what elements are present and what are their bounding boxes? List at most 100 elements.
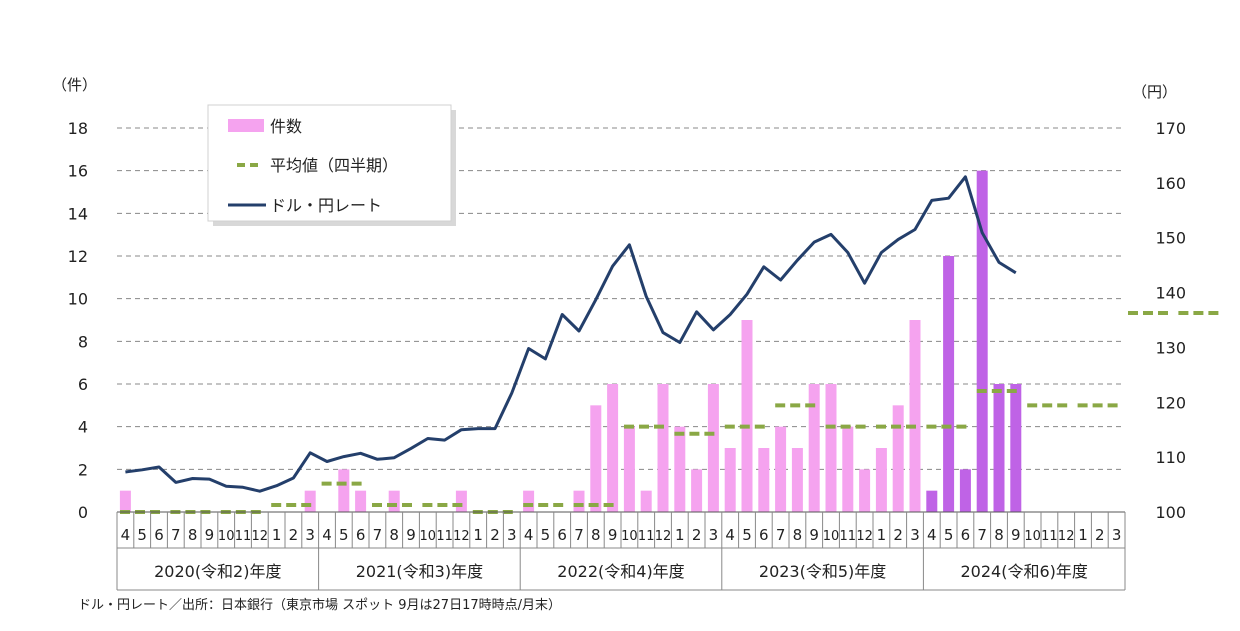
month-label: 1 [675, 526, 685, 544]
month-label: 1 [272, 526, 282, 544]
count-bar [707, 384, 719, 512]
left-tick-label: 4 [78, 418, 88, 437]
left-tick-label: 12 [68, 247, 88, 266]
month-label: 10 [420, 529, 437, 544]
left-tick-label: 16 [68, 162, 88, 181]
month-label: 1 [473, 526, 483, 544]
count-bar [640, 490, 652, 512]
month-label: 6 [154, 526, 164, 544]
count-bar [623, 426, 635, 512]
count-bar [607, 384, 619, 512]
month-label: 3 [305, 526, 315, 544]
rate-series [125, 175, 1017, 493]
month-label: 11 [840, 529, 857, 544]
left-tick-label: 18 [68, 119, 88, 138]
month-label: 9 [406, 526, 416, 544]
month-label: 4 [927, 526, 937, 544]
fiscal-year-label: 2022(令和4)年度 [557, 562, 684, 581]
legend: 件数 平均値（四半期） ドル・円レート [207, 104, 456, 226]
month-label: 2 [692, 526, 702, 544]
month-label: 4 [725, 526, 735, 544]
count-bar [976, 170, 988, 512]
month-label: 12 [1058, 529, 1075, 544]
count-bar [875, 448, 887, 512]
count-bar [825, 384, 837, 512]
count-bar [943, 256, 955, 512]
month-label: 6 [961, 526, 971, 544]
left-tick-label: 0 [78, 503, 88, 522]
month-label: 12 [252, 529, 269, 544]
month-label: 9 [809, 526, 819, 544]
count-bar [808, 384, 820, 512]
month-label: 1 [1078, 526, 1088, 544]
right-tick-label: 150 [1155, 229, 1186, 248]
right-tick-label: 160 [1155, 174, 1186, 193]
left-axis-unit: （件） [52, 76, 97, 94]
month-label: 10 [218, 529, 235, 544]
month-label: 11 [1041, 529, 1058, 544]
left-tick-label: 8 [78, 332, 88, 351]
right-tick-label: 170 [1155, 119, 1186, 138]
rate-line [125, 175, 1017, 493]
month-label: 6 [759, 526, 769, 544]
month-label: 8 [591, 526, 601, 544]
right-tick-label: 130 [1155, 338, 1186, 357]
right-tick-label: 120 [1155, 393, 1186, 412]
month-label: 3 [507, 526, 517, 544]
count-bar [691, 469, 703, 512]
count-bar [926, 490, 938, 512]
month-label: 11 [436, 529, 453, 544]
count-bar [1010, 384, 1022, 512]
count-bar [842, 426, 854, 512]
month-label: 10 [1024, 529, 1041, 544]
month-label: 4 [322, 526, 332, 544]
month-label: 2 [490, 526, 500, 544]
right-axis: 100 110 120 130 140 150 160 170 [1155, 119, 1186, 522]
fiscal-year-label: 2020(令和2)年度 [154, 562, 281, 581]
count-bar [959, 469, 971, 512]
count-bar [304, 490, 316, 512]
month-label: 8 [188, 526, 198, 544]
month-label: 5 [742, 526, 752, 544]
month-label: 3 [1112, 526, 1122, 544]
month-label: 7 [574, 526, 584, 544]
count-bar [909, 320, 921, 512]
left-tick-label: 6 [78, 375, 88, 394]
count-bar [859, 469, 871, 512]
legend-item-average: 平均値（四半期） [270, 156, 398, 175]
fiscal-year-label: 2021(令和3)年度 [356, 562, 483, 581]
count-bar [674, 426, 686, 512]
month-label: 4 [524, 526, 534, 544]
month-label: 9 [205, 526, 215, 544]
month-label: 12 [655, 529, 672, 544]
x-axis: 4 5 6 7 8 9 10 11 12 1 2 3 4 5 6 7 8 9 10 11 12 1 2 3 4 5 6 7 8 9 10 11… [116, 511, 1126, 591]
count-bar [455, 490, 467, 512]
right-tick-label: 110 [1155, 448, 1186, 467]
month-label: 10 [823, 529, 840, 544]
left-tick-label: 10 [68, 290, 88, 309]
month-label: 9 [608, 526, 618, 544]
count-bar [119, 490, 131, 512]
month-label: 8 [994, 526, 1004, 544]
count-bar [355, 490, 367, 512]
month-label: 3 [709, 526, 719, 544]
left-tick-label: 14 [68, 204, 88, 223]
right-tick-label: 140 [1155, 284, 1186, 303]
month-label: 8 [793, 526, 803, 544]
month-label: 7 [977, 526, 987, 544]
legend-item-rate: ドル・円レート [270, 196, 382, 215]
count-bar [724, 448, 736, 512]
month-label: 7 [171, 526, 181, 544]
count-bar [775, 426, 787, 512]
count-bar [758, 448, 770, 512]
count-bar [892, 405, 904, 512]
count-bar [338, 469, 350, 512]
month-label: 1 [877, 526, 887, 544]
legend-item-count: 件数 [270, 117, 302, 136]
month-label: 5 [541, 526, 551, 544]
month-label: 6 [356, 526, 366, 544]
legend-bar-swatch [228, 119, 264, 132]
right-tick-label: 100 [1155, 503, 1186, 522]
month-label: 8 [389, 526, 399, 544]
month-label: 5 [339, 526, 349, 544]
